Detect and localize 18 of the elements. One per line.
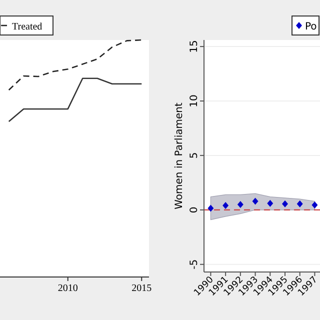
- point: [267, 200, 274, 207]
- x-tick-label: 2010: [58, 283, 78, 294]
- x-tick-label: 2015: [132, 283, 152, 294]
- y-tick-label: 10: [189, 94, 200, 108]
- point: [296, 200, 303, 208]
- y-axis-title: Women in Parliament: [174, 102, 185, 210]
- y-tick-label: -5: [189, 259, 200, 270]
- y-tick-label: 5: [189, 152, 200, 159]
- y-tick-label: 0: [189, 206, 200, 214]
- point: [282, 200, 288, 208]
- point: [222, 202, 229, 210]
- y-tick-label: 15: [189, 40, 200, 53]
- legend-label: Treated: [12, 22, 42, 32]
- legend-label: Po: [305, 22, 317, 32]
- point: [237, 200, 244, 208]
- point: [252, 198, 258, 205]
- point: [312, 202, 318, 209]
- point: [208, 204, 214, 212]
